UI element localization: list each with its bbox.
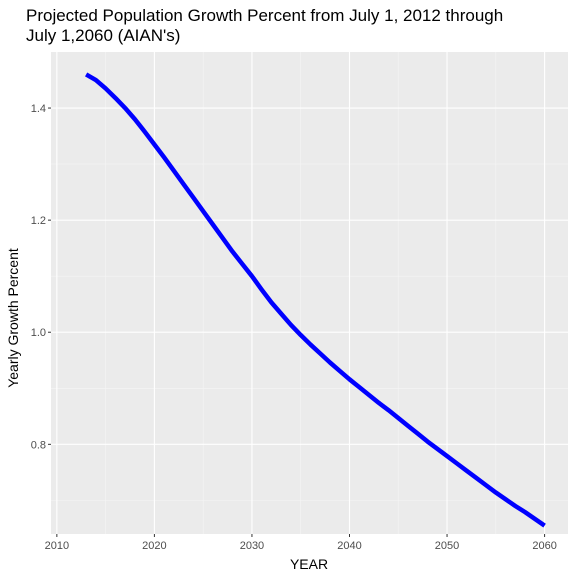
- y-axis-ticks: 0.8 1.0 1.2 1.4: [31, 103, 51, 451]
- y-tick-label: 1.4: [31, 103, 46, 115]
- x-tick-label: 2060: [532, 540, 556, 552]
- x-tick-label: 2010: [45, 540, 69, 552]
- series-layer: [84, 72, 546, 528]
- major-gridlines: [51, 52, 568, 534]
- x-axis-ticks: 2010 2020 2030 2040 2050 2060: [45, 534, 557, 552]
- y-axis-title: Yearly Growth Percent: [5, 248, 21, 388]
- x-axis-title: YEAR: [290, 556, 328, 572]
- chart-title: Projected Population Growth Percent from…: [26, 6, 504, 45]
- x-tick-label: 2030: [240, 540, 264, 552]
- y-tick-label: 0.8: [31, 439, 46, 451]
- y-tick-label: 1.0: [31, 327, 46, 339]
- series-line-1: [84, 72, 546, 528]
- x-tick-label: 2040: [337, 540, 361, 552]
- x-tick-label: 2050: [435, 540, 459, 552]
- y-tick-label: 1.2: [31, 215, 46, 227]
- plot-panel: [51, 52, 568, 534]
- x-tick-label: 2020: [142, 540, 166, 552]
- minor-gridlines: [51, 52, 568, 534]
